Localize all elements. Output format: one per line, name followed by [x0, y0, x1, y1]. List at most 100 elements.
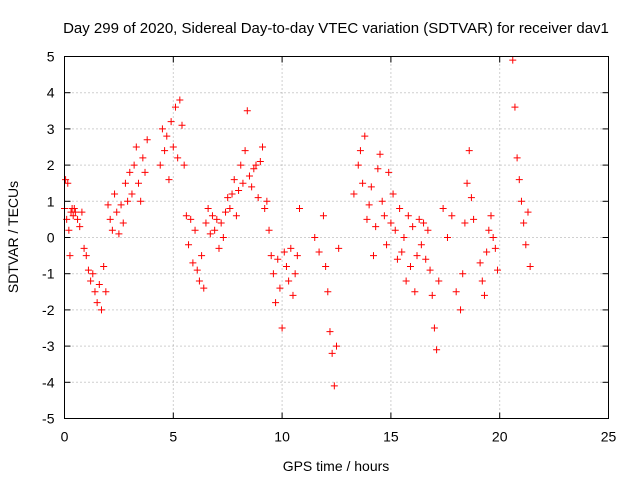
x-tick-label: 15	[383, 429, 399, 445]
data-point	[263, 197, 271, 205]
data-point	[143, 136, 151, 144]
data-point	[487, 212, 495, 220]
data-point	[64, 179, 72, 187]
data-point	[391, 226, 399, 234]
data-point	[241, 147, 249, 155]
chart-title: Day 299 of 2020, Sidereal Day-to-day VTE…	[63, 20, 609, 37]
data-point	[285, 277, 293, 285]
data-point	[219, 234, 227, 241]
x-tick-label: 0	[61, 429, 69, 445]
data-point	[319, 212, 327, 220]
data-point	[426, 266, 434, 274]
data-point	[228, 190, 236, 198]
data-point	[82, 252, 90, 260]
data-point	[374, 165, 382, 173]
data-point	[282, 262, 290, 270]
data-point	[87, 277, 95, 285]
data-point	[406, 262, 414, 270]
data-point	[70, 205, 78, 213]
data-point	[361, 132, 369, 140]
data-point	[372, 223, 380, 231]
data-point	[245, 172, 253, 180]
data-point	[509, 56, 517, 64]
data-point	[180, 161, 188, 169]
data-point	[256, 157, 264, 165]
data-point	[396, 205, 404, 213]
data-point	[189, 259, 197, 267]
data-point	[424, 226, 432, 234]
data-point	[224, 194, 232, 202]
data-point	[124, 197, 132, 205]
data-point	[467, 194, 475, 202]
data-point	[250, 165, 258, 173]
data-point	[211, 226, 219, 234]
data-point	[402, 277, 410, 285]
data-point	[89, 270, 97, 278]
data-point	[385, 168, 393, 176]
y-tick-label: -2	[42, 302, 55, 318]
data-point	[524, 208, 532, 216]
data-point	[95, 281, 103, 289]
data-point	[69, 212, 77, 220]
data-point	[365, 201, 373, 209]
data-point	[328, 349, 336, 357]
data-point	[478, 277, 486, 285]
data-point	[200, 284, 208, 292]
data-point	[206, 230, 214, 238]
data-point	[198, 252, 206, 260]
data-point	[176, 96, 184, 104]
data-point	[134, 179, 142, 187]
data-point	[222, 208, 230, 216]
data-point	[195, 277, 203, 285]
data-point	[193, 266, 201, 274]
data-point	[435, 277, 443, 285]
data-point	[315, 248, 323, 256]
data-point	[333, 342, 340, 350]
data-point	[267, 252, 275, 260]
data-point	[363, 215, 371, 223]
data-point	[232, 212, 240, 220]
data-point	[130, 161, 138, 169]
data-point	[97, 306, 105, 314]
grid-layer	[64, 56, 609, 419]
data-point	[171, 103, 179, 111]
data-point	[119, 219, 127, 227]
data-point	[169, 143, 177, 151]
data-point	[276, 284, 284, 292]
y-tick-label: 1	[47, 193, 55, 209]
data-point	[132, 143, 140, 151]
y-tick-label: 3	[47, 121, 55, 137]
data-point	[158, 125, 166, 133]
data-point	[237, 161, 245, 169]
data-point	[515, 176, 523, 184]
data-point	[71, 208, 79, 216]
data-point	[163, 132, 171, 140]
data-point	[430, 324, 438, 332]
data-point	[413, 252, 421, 260]
data-point	[367, 183, 375, 191]
data-point	[494, 266, 502, 274]
data-point	[409, 223, 417, 231]
y-tick-label: 5	[47, 49, 55, 65]
data-point	[387, 219, 395, 227]
data-point	[354, 161, 362, 169]
data-point	[66, 252, 74, 260]
data-point	[235, 186, 243, 194]
data-point	[520, 219, 528, 227]
y-tick-label: 4	[47, 85, 55, 101]
data-point	[108, 226, 116, 234]
data-point	[202, 219, 210, 227]
data-point	[126, 168, 134, 176]
data-point	[213, 215, 221, 223]
data-point	[369, 252, 377, 260]
data-point	[411, 288, 419, 296]
data-point	[100, 262, 108, 270]
x-tick-label: 25	[601, 429, 617, 445]
data-point	[174, 154, 182, 162]
data-point	[335, 244, 343, 252]
data-point	[259, 143, 267, 151]
data-point	[252, 161, 260, 169]
points-layer	[61, 56, 534, 390]
data-point	[483, 248, 491, 256]
data-point	[293, 252, 301, 260]
